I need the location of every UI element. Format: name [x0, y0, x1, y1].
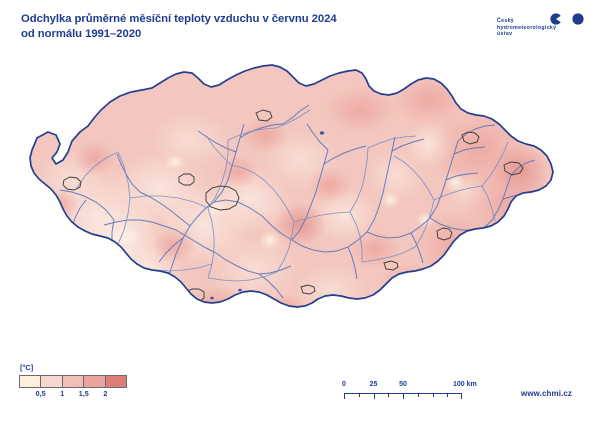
page-title: Odchylka průměrné měsíční teploty vzduch… [21, 12, 391, 42]
scale-tick [447, 393, 449, 397]
city-karlovy-vary [62, 176, 82, 191]
scale-tick [358, 393, 360, 397]
scale-label: 0 [342, 381, 346, 388]
scale-tick [417, 393, 419, 397]
national-border [29, 64, 554, 308]
scale-tick [344, 393, 345, 399]
city-boundaries [62, 109, 524, 303]
logo-text: Český hydrometeorologický ústav [497, 18, 556, 38]
region-boundaries [72, 109, 509, 307]
scale-tick [432, 393, 434, 397]
logo-line-3: ústav [497, 31, 513, 38]
scale-bar: 0 25 50 100 km [342, 381, 477, 401]
website-url[interactable]: www.chmi.cz [521, 389, 573, 398]
legend-tick: 1,5 [78, 388, 89, 398]
legend-swatch [62, 375, 85, 387]
legend-tick: 2 [103, 388, 108, 398]
city-jihlava [300, 284, 316, 295]
scale-tick [373, 393, 375, 399]
city-brno [436, 227, 453, 241]
czech-republic-temperature-anomaly-map [29, 64, 554, 308]
city-prague [205, 185, 240, 211]
legend-swatch [84, 375, 106, 387]
legend-swatch [41, 375, 63, 387]
logo-line-1: Český [497, 18, 515, 24]
legend-tick: 0,5 [35, 388, 46, 398]
chmi-logo: Český hydrometeorologický ústav [497, 13, 595, 47]
scale-label: 50 [399, 381, 407, 388]
legend-tick-labels: 0,5 1 1,5 2 [19, 389, 127, 400]
scale-bar-axis [344, 393, 462, 401]
city-plzen [178, 173, 195, 186]
scale-bar-labels: 0 25 50 100 km [342, 381, 477, 391]
temperature-raster [30, 65, 553, 307]
legend-tick: 1 [60, 388, 65, 398]
title-line-2: od normálu 1991–2020 [21, 28, 142, 40]
chmi-logo-mark-icon [550, 13, 584, 25]
legend-color-bar [19, 374, 127, 388]
title-line-1: Odchylka průměrné měsíční teploty vzduch… [21, 13, 337, 25]
city-liberec [255, 109, 273, 122]
city-ostrava [503, 161, 524, 176]
scale-label: 100 km [452, 381, 477, 388]
legend-swatch [20, 375, 42, 387]
map-canvas [0, 40, 600, 360]
logo-line-2: hydrometeorologický [497, 24, 557, 31]
city-zlin [383, 260, 399, 271]
legend-unit-label: [°C] [20, 363, 34, 372]
scale-label: 25 [369, 381, 378, 388]
scale-tick [461, 393, 462, 399]
legend-swatch [105, 375, 127, 387]
legend: [°C] 0,5 1 1,5 2 [19, 363, 127, 400]
scale-tick [388, 393, 390, 397]
city-olomouc [461, 131, 480, 145]
scale-tick [403, 393, 404, 399]
